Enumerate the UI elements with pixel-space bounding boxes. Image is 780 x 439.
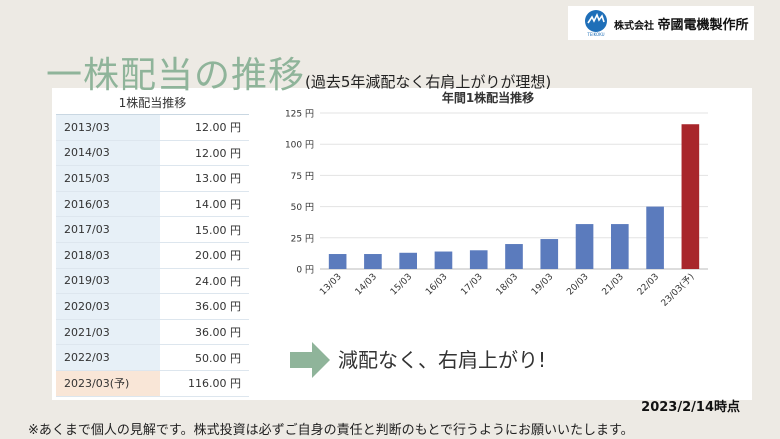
- table-row: 2015/03 13.00 円: [56, 165, 249, 192]
- table-cell-value: 36.00 円: [160, 293, 249, 320]
- table-cell-year: 2020/03: [56, 293, 160, 320]
- x-tick-label: 16/03: [424, 272, 449, 297]
- table-cell-year: 2016/03: [56, 191, 160, 218]
- logo-text: 株式会社 帝國電機製作所: [614, 14, 749, 33]
- x-tick-label: 21/03: [601, 272, 626, 297]
- y-tick-label: 100 円: [285, 140, 314, 151]
- x-tick-label: 19/03: [530, 272, 555, 297]
- table-row: 2016/03 14.00 円: [56, 191, 249, 218]
- logo-mark-text: TEIKOKU: [586, 32, 604, 37]
- table-cell-year: 2023/03(予): [56, 370, 160, 397]
- bar: [399, 252, 417, 269]
- table-row: 2021/03 36.00 円: [56, 319, 249, 346]
- slogan-text: 減配なく、右肩上がり!: [338, 348, 547, 372]
- table-cell-year: 2017/03: [56, 216, 160, 243]
- table-cell-value: 116.00 円: [160, 370, 249, 397]
- dividend-bar-chart: 年間1株配当推移 0 円 25 円 50 円 75 円 100 円 125 円 13/03 1…: [285, 90, 708, 309]
- logo-small: 株式会社: [614, 20, 654, 32]
- bar: [505, 244, 523, 269]
- table-cell-year: 2022/03: [56, 344, 160, 371]
- table-cell-year: 2019/03: [56, 268, 160, 295]
- dividend-table: 1株配当推移 2013/03 12.00 円 2014/03 12.00 円 201…: [56, 90, 249, 397]
- y-tick-label: 125 円: [285, 109, 314, 120]
- y-tick-label: 75 円: [291, 171, 314, 182]
- table-cell-value: 14.00 円: [160, 191, 249, 218]
- logo-mark-icon: TEIKOKU: [585, 10, 607, 37]
- table-cell-year: 2015/03: [56, 165, 160, 192]
- title-sub: (過去5年減配なく右肩上がりが理想): [305, 73, 552, 91]
- x-tick-label: 23/03(予): [659, 271, 696, 308]
- bar: [328, 254, 347, 269]
- bar: [364, 254, 382, 269]
- table-row: 2020/03 36.00 円: [56, 293, 249, 320]
- table-header: 1株配当推移: [56, 90, 249, 115]
- bar: [611, 224, 629, 269]
- arrow-right-icon: [290, 342, 330, 378]
- table-cell-year: 2013/03: [56, 114, 160, 141]
- x-tick-label: 17/03: [459, 272, 484, 297]
- table-row: 2013/03 12.00 円: [56, 114, 249, 141]
- table-row: 2014/03 12.00 円: [56, 140, 249, 167]
- x-tick-label: 13/03: [318, 272, 343, 297]
- x-tick-label: 20/03: [565, 272, 590, 297]
- table-cell-value: 24.00 円: [160, 268, 249, 295]
- table-row: 2019/03 24.00 円: [56, 268, 249, 295]
- table-cell-value: 20.00 円: [160, 242, 249, 269]
- table-cell-year: 2018/03: [56, 242, 160, 269]
- x-tick-label: 18/03: [495, 272, 520, 297]
- page-title: 一株配当の推移(過去5年減配なく右肩上がりが理想): [46, 46, 551, 98]
- table-cell-value: 50.00 円: [160, 344, 249, 371]
- table-row-forecast: 2023/03(予) 116.00 円: [56, 370, 249, 397]
- chart-title: 年間1株配当推移: [442, 90, 534, 105]
- table-row: 2018/03 20.00 円: [56, 242, 249, 269]
- table-cell-value: 15.00 円: [160, 216, 249, 243]
- bar: [575, 224, 594, 269]
- table-row: 2022/03 50.00 円: [56, 344, 249, 371]
- logo-name: 帝國電機製作所: [657, 17, 749, 33]
- x-tick-label: 15/03: [389, 272, 414, 297]
- x-tick-label: 14/03: [354, 272, 379, 297]
- bar: [681, 124, 700, 269]
- bar: [540, 239, 559, 269]
- table-cell-year: 2014/03: [56, 140, 160, 167]
- y-tick-label: 0 円: [296, 265, 314, 276]
- company-logo: TEIKOKU 株式会社 帝國電機製作所: [568, 6, 754, 40]
- title-main: 一株配当の推移: [46, 55, 306, 96]
- y-tick-label: 25 円: [291, 233, 314, 244]
- table-row: 2017/03 15.00 円: [56, 216, 249, 243]
- table-cell-value: 12.00 円: [160, 114, 249, 141]
- y-tick-label: 50 円: [291, 202, 314, 213]
- table-cell-value: 12.00 円: [160, 140, 249, 167]
- table-cell-year: 2021/03: [56, 319, 160, 346]
- bar: [434, 251, 453, 269]
- disclaimer-note: ※あくまで個人の見解です。株式投資は必ずご自身の責任と判断のもとで行うようにお願…: [28, 423, 634, 438]
- table-cell-value: 13.00 円: [160, 165, 249, 192]
- x-tick-label: 22/03: [636, 272, 661, 297]
- bar: [469, 250, 488, 269]
- table-cell-value: 36.00 円: [160, 319, 249, 346]
- date-label: 2023/2/14時点: [641, 400, 740, 415]
- bar: [646, 206, 664, 269]
